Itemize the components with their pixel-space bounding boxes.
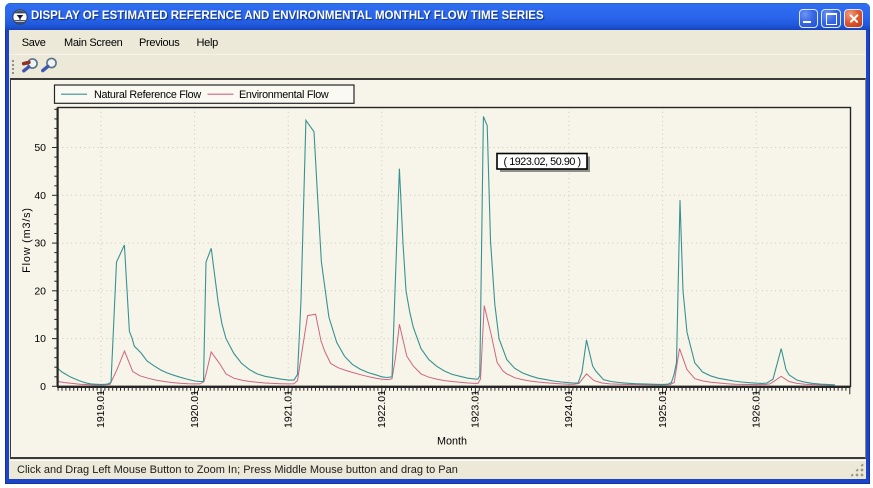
svg-text:40: 40 bbox=[34, 190, 46, 202]
svg-text:1923.01: 1923.01 bbox=[470, 390, 482, 428]
svg-text:( 1923.02, 50.90 ): ( 1923.02, 50.90 ) bbox=[504, 156, 581, 168]
svg-text:0: 0 bbox=[40, 381, 46, 393]
svg-text:10: 10 bbox=[34, 333, 46, 345]
svg-text:1925.01: 1925.01 bbox=[657, 390, 669, 428]
svg-text:20: 20 bbox=[34, 285, 46, 297]
svg-text:1921.01: 1921.01 bbox=[282, 390, 294, 428]
svg-text:Environmental Flow: Environmental Flow bbox=[239, 89, 329, 101]
svg-text:1920.01: 1920.01 bbox=[189, 390, 201, 428]
svg-text:1922.01: 1922.01 bbox=[376, 390, 388, 428]
svg-text:50: 50 bbox=[34, 142, 46, 154]
svg-text:1919.01: 1919.01 bbox=[95, 390, 107, 428]
svg-text:Natural Reference Flow: Natural Reference Flow bbox=[94, 89, 201, 101]
svg-text:1924.01: 1924.01 bbox=[563, 390, 575, 428]
svg-text:1926.01: 1926.01 bbox=[750, 390, 762, 428]
svg-text:30: 30 bbox=[34, 238, 46, 250]
svg-text:Month: Month bbox=[437, 436, 467, 448]
svg-text:Flow (m3/s): Flow (m3/s) bbox=[21, 207, 33, 273]
